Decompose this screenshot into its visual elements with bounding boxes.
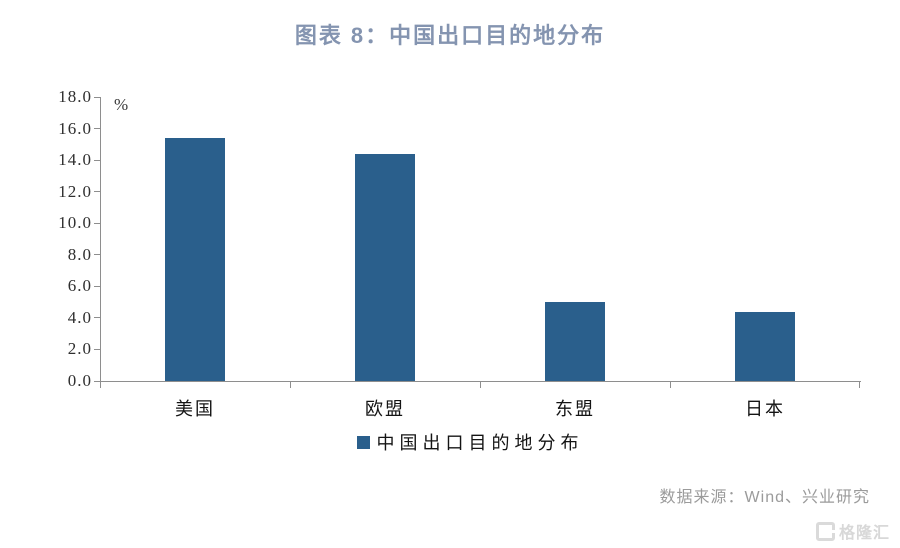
y-tick-mark: [94, 380, 100, 382]
y-tick-label: 10.0: [58, 213, 92, 233]
bar-1: [165, 138, 225, 381]
gelonghui-g-icon: [815, 521, 835, 541]
legend-label: 中国出口目的地分布: [376, 433, 584, 453]
y-tick-label: 6.0: [67, 276, 92, 296]
plot-area: % 18.0 16.0 14.0 12.0 10.0 8.0 6.0 4.0 2.0 0.0 美国…: [58, 87, 861, 419]
bar-3: [545, 302, 605, 381]
chart-title: 图表 8：中国出口目的地分布: [294, 23, 606, 48]
y-tick-mark: [94, 128, 100, 130]
y-tick-label: 8.0: [67, 244, 92, 264]
y-tick-mark: [94, 222, 100, 224]
y-tick-label: 4.0: [67, 307, 92, 327]
x-tick-label: 欧盟: [365, 399, 405, 419]
y-tick-label: 16.0: [58, 118, 92, 138]
y-tick-label: 14.0: [58, 150, 92, 170]
x-tick-label: 东盟: [555, 399, 595, 419]
bar-4: [735, 311, 795, 381]
y-tick-label: 18.0: [58, 87, 92, 106]
y-tick-mark: [94, 317, 100, 319]
y-tick-label: 12.0: [58, 181, 92, 201]
y-tick-mark: [94, 96, 100, 98]
x-tick-mark: [290, 381, 291, 388]
x-tick-mark: [670, 381, 671, 388]
y-tick-mark: [94, 285, 100, 287]
y-tick-label: 2.0: [67, 339, 92, 359]
y-axis-unit-label: %: [114, 95, 129, 114]
legend-swatch: [356, 435, 370, 449]
y-tick-mark: [94, 159, 100, 161]
y-tick-mark: [94, 254, 100, 256]
x-tick-label: 日本: [745, 399, 785, 419]
watermark-text: 格隆汇: [838, 525, 890, 542]
legend: 中国出口目的地分布: [90, 429, 850, 455]
y-axis-line: [100, 97, 101, 382]
y-tick-label: 0.0: [67, 371, 92, 390]
x-tick-mark: [859, 381, 860, 388]
y-tick-mark: [94, 348, 100, 350]
x-tick-label: 美国: [175, 399, 215, 419]
source-note: 数据来源：Wind、兴业研究: [659, 489, 870, 506]
y-tick-mark: [94, 191, 100, 193]
bar-2: [355, 153, 415, 381]
watermark-logo: 格隆汇: [815, 519, 890, 543]
x-tick-mark: [480, 381, 481, 388]
x-tick-mark: [100, 381, 101, 388]
